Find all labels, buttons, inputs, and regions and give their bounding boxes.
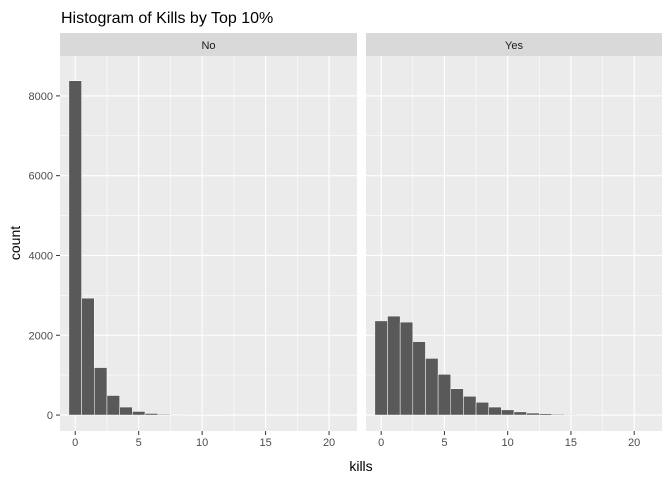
x-axis-left: 0 5 10 15 20 xyxy=(72,431,335,449)
panel-background-left xyxy=(60,56,357,431)
x-tick-label: 15 xyxy=(565,437,577,449)
histogram-bar-no-4 xyxy=(119,406,133,416)
x-tick-label: 20 xyxy=(323,437,335,449)
y-tick-label: 0 xyxy=(47,410,53,422)
y-axis: 0 2000 4000 6000 8000 xyxy=(29,91,60,422)
bars-right xyxy=(374,315,603,416)
bars-left xyxy=(68,80,222,416)
y-tick-label: 4000 xyxy=(29,250,53,262)
x-tick-label: 20 xyxy=(628,437,640,449)
histogram-bar-yes-11 xyxy=(513,411,527,416)
x-tick-label: 5 xyxy=(136,437,142,449)
histogram-bar-no-7 xyxy=(157,413,171,416)
histogram-bar-no-5 xyxy=(132,411,146,416)
histogram-bar-yes-14 xyxy=(551,413,565,416)
histogram-bar-no-6 xyxy=(144,413,158,416)
histogram-bar-yes-16 xyxy=(576,414,591,416)
x-tick-label: 0 xyxy=(72,437,78,449)
histogram-bar-no-8 xyxy=(170,414,184,416)
histogram-bar-yes-5 xyxy=(437,374,452,416)
chart-title: Histogram of Kills by Top 10% xyxy=(61,10,273,27)
histogram-bar-yes-0 xyxy=(374,320,388,416)
strip-left xyxy=(60,33,357,56)
histogram-bar-yes-3 xyxy=(412,341,426,416)
strip-right xyxy=(366,33,662,56)
histogram-bar-yes-17 xyxy=(589,414,603,416)
y-tick-label: 2000 xyxy=(29,330,53,342)
histogram-bar-yes-6 xyxy=(450,388,464,416)
grid-right xyxy=(366,56,662,431)
x-axis-title: kills xyxy=(349,458,372,474)
histogram-bar-yes-10 xyxy=(501,409,515,416)
panel-right: Yes xyxy=(366,33,662,431)
histogram-bar-yes-4 xyxy=(425,358,439,416)
x-tick-label: 10 xyxy=(502,437,514,449)
histogram-bar-no-9 xyxy=(182,414,197,416)
y-tick-label: 6000 xyxy=(29,171,53,183)
histogram-bar-yes-15 xyxy=(564,414,578,416)
histogram-bar-yes-7 xyxy=(463,396,477,416)
x-tick-label: 15 xyxy=(259,437,271,449)
histogram-bar-no-1 xyxy=(81,297,95,416)
y-tick-label: 8000 xyxy=(29,91,53,103)
histogram-bar-yes-2 xyxy=(399,321,414,416)
histogram-bar-yes-8 xyxy=(475,402,489,416)
x-tick-label: 0 xyxy=(378,437,384,449)
panel-left: No xyxy=(60,33,357,431)
histogram-bar-yes-1 xyxy=(387,315,401,416)
histogram-bar-yes-9 xyxy=(488,406,502,416)
histogram-bar-no-3 xyxy=(106,395,120,416)
histogram-bar-no-10 xyxy=(195,414,209,416)
x-tick-label: 5 xyxy=(441,437,447,449)
strip-label-no: No xyxy=(201,40,215,52)
x-axis-right: 0 5 10 15 20 xyxy=(378,431,640,449)
histogram-bar-no-0 xyxy=(68,80,82,416)
y-axis-title: count xyxy=(7,226,23,260)
x-tick-label: 10 xyxy=(196,437,208,449)
strip-label-yes: Yes xyxy=(505,40,523,52)
histogram-bar-no-11 xyxy=(208,414,222,416)
histogram-bar-no-2 xyxy=(94,367,108,416)
histogram-bar-yes-13 xyxy=(539,413,553,416)
histogram-bar-yes-12 xyxy=(526,412,540,416)
